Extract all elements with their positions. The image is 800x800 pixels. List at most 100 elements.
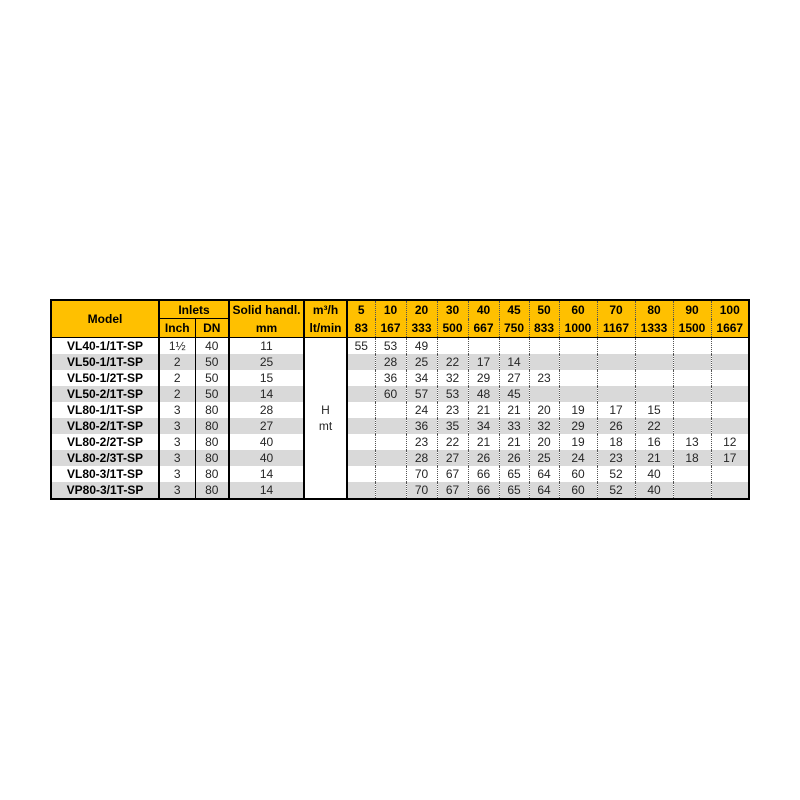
dn-cell: 50 xyxy=(195,386,230,402)
head-value-cell xyxy=(710,370,749,386)
head-value-cell: 23 xyxy=(436,402,468,418)
head-value-cell xyxy=(436,337,468,354)
head-value-cell: 12 xyxy=(710,434,749,450)
solid-handling-cell: 14 xyxy=(229,466,305,482)
dn-cell: 50 xyxy=(195,354,230,370)
model-cell: VL40-1/1T-SP xyxy=(51,337,160,354)
head-value-cell: 49 xyxy=(405,337,437,354)
flow-rate-column-header: 5 83 xyxy=(347,300,375,338)
inch-cell: 3 xyxy=(159,450,196,466)
inch-cell: 1½ xyxy=(159,337,196,354)
flow-unit-m3h: m³/h xyxy=(312,303,339,317)
head-value-cell xyxy=(467,337,499,354)
head-value-cell xyxy=(347,370,375,386)
model-cell: VL80-1/1T-SP xyxy=(51,402,160,418)
head-value-cell: 32 xyxy=(528,418,559,434)
dn-cell: 80 xyxy=(195,482,230,499)
model-cell: VL50-2/1T-SP xyxy=(51,386,160,402)
head-value-cell xyxy=(672,337,711,354)
flow-unit-ltmin: lt/min xyxy=(309,321,342,335)
head-value-cell: 64 xyxy=(528,482,559,499)
head-value-cell xyxy=(710,402,749,418)
head-value-cell xyxy=(634,354,673,370)
head-value-cell: 24 xyxy=(558,450,597,466)
flow-rate-column-header: 60 1000 xyxy=(558,300,597,338)
head-value-cell xyxy=(374,466,406,482)
head-value-cell: 27 xyxy=(436,450,468,466)
head-value-cell xyxy=(374,450,406,466)
table-row: VL80-2/1T-SP 3 80 27 36 35 34 33 32 29 26 22 xyxy=(51,418,749,434)
flow-unit-column-header: m³/h lt/min xyxy=(304,300,348,338)
head-value-cell xyxy=(710,386,749,402)
dn-column-header: DN xyxy=(195,318,230,338)
flow-ltmin-value: 667 xyxy=(473,321,494,335)
table-row: VL80-3/1T-SP 3 80 14 70 67 66 65 64 60 52 40 xyxy=(51,466,749,482)
head-value-cell: 55 xyxy=(354,339,368,353)
flow-ltmin-value: 1333 xyxy=(640,321,668,335)
flow-ltmin-value: 1167 xyxy=(602,321,630,335)
head-value-cell xyxy=(710,466,749,482)
head-value-cell: 64 xyxy=(528,466,559,482)
head-value-cell: 21 xyxy=(634,450,673,466)
head-value-cell xyxy=(374,434,406,450)
head-value-cell: 21 xyxy=(467,434,499,450)
solid-handling-cell: 40 xyxy=(229,434,305,450)
head-value-cell: 40 xyxy=(634,466,673,482)
flow-m3h-value: 50 xyxy=(537,303,551,317)
head-value-cell: 19 xyxy=(558,434,597,450)
solid-handling-unit: mm xyxy=(255,321,278,335)
pump-performance-table: Model Inlets Solid handl. mm m³/h lt/min… xyxy=(50,299,750,500)
dn-cell: 40 xyxy=(195,337,230,354)
inch-cell: 2 xyxy=(159,354,196,370)
head-value-cell: 25 xyxy=(405,354,437,370)
head-value-cell: 52 xyxy=(596,482,635,499)
flow-rate-column-header: 90 1500 xyxy=(672,300,711,338)
table-row: VL50-1/2T-SP 2 50 15 36 34 32 29 27 23 xyxy=(51,370,749,386)
head-value-cell xyxy=(634,370,673,386)
inch-cell: 3 xyxy=(159,418,196,434)
flow-ltmin-value: 833 xyxy=(533,321,555,335)
head-value-cell: 24 xyxy=(405,402,437,418)
head-value-cell: 33 xyxy=(498,418,529,434)
head-value-cell: 18 xyxy=(596,434,635,450)
head-value-cell: 60 xyxy=(558,482,597,499)
solid-handling-cell: 14 xyxy=(229,386,305,402)
head-value-cell: 65 xyxy=(498,466,529,482)
head-value-cell: 17 xyxy=(596,402,635,418)
head-value-cell xyxy=(710,418,749,434)
head-value-cell xyxy=(634,337,673,354)
head-value-cell: 20 xyxy=(528,434,559,450)
flow-m3h-value: 90 xyxy=(685,303,699,317)
head-value-cell: 26 xyxy=(467,450,499,466)
head-value-cell xyxy=(528,354,559,370)
model-cell: VP80-3/1T-SP xyxy=(51,482,160,499)
table-row: VL50-2/1T-SP 2 50 14 60 57 53 48 45 xyxy=(51,386,749,402)
head-value-cell: 23 xyxy=(596,450,635,466)
flow-ltmin-value: 1667 xyxy=(716,321,744,335)
head-value-cell: 35 xyxy=(436,418,468,434)
head-value-cell xyxy=(558,370,597,386)
model-cell: VL80-2/1T-SP xyxy=(51,418,160,434)
flow-rate-column-header: 70 1167 xyxy=(596,300,635,338)
head-value-cell xyxy=(347,402,375,418)
model-column-header: Model xyxy=(51,300,160,338)
flow-m3h-value: 45 xyxy=(507,303,521,317)
head-value-cell xyxy=(558,386,597,402)
head-value-cell: 48 xyxy=(467,386,499,402)
table-row: VL80-2/2T-SP 3 80 40 23 22 21 21 20 19 18 16 13 12 xyxy=(51,434,749,450)
head-value-cell: 15 xyxy=(634,402,673,418)
head-value-cell: 67 xyxy=(436,466,468,482)
head-unit: mt xyxy=(318,419,333,433)
inch-cell: 3 xyxy=(159,402,196,418)
head-value-cell: 36 xyxy=(374,370,406,386)
head-value-cell: 26 xyxy=(596,418,635,434)
solid-handling-label: Solid handl. xyxy=(232,303,301,317)
solid-handling-cell: 27 xyxy=(229,418,305,434)
head-value-cell: 29 xyxy=(558,418,597,434)
head-value-cell xyxy=(634,386,673,402)
flow-rate-column-header: 50 833 xyxy=(528,300,559,338)
head-value-cell xyxy=(672,418,711,434)
flow-ltmin-value: 167 xyxy=(380,321,401,335)
